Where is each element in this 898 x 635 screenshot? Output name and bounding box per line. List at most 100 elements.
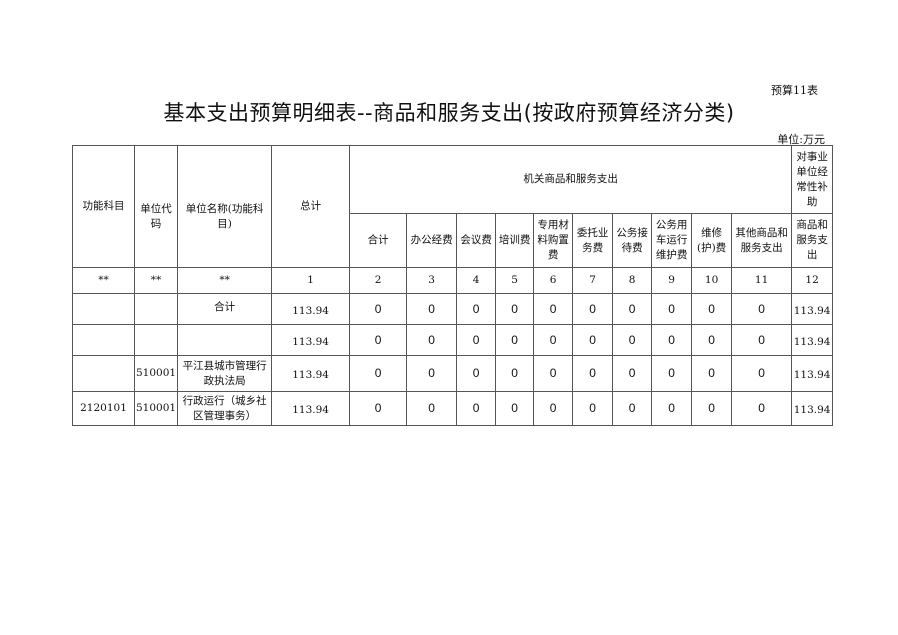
unit-name-cell: 行政运行（城乡社区管理事务） xyxy=(177,391,273,426)
index-cell: 8 xyxy=(612,267,653,294)
value-cell: 0 xyxy=(691,324,733,356)
value-cell: 0 xyxy=(533,324,574,356)
index-cell: 9 xyxy=(651,267,693,294)
func-subject-cell xyxy=(72,324,135,356)
value-cell: 0 xyxy=(572,391,614,426)
value-cell: 0 xyxy=(691,293,733,325)
func-subject-cell: 2120101 xyxy=(72,391,135,426)
subsidy-cell: 113.94 xyxy=(791,391,834,426)
unit-code-cell: 510001 xyxy=(133,391,179,426)
index-cell: 7 xyxy=(572,267,614,294)
header-subcolumn: 公务接待费 xyxy=(612,213,653,268)
header-subcolumn: 其他商品和服务支出 xyxy=(731,213,793,268)
value-cell: 0 xyxy=(572,324,614,356)
value-cell: 0 xyxy=(731,355,793,392)
index-cell: ** xyxy=(177,267,273,294)
value-cell: 0 xyxy=(349,324,408,356)
header-unit-code: 单位代码 xyxy=(133,145,179,268)
index-cell: 11 xyxy=(731,267,793,294)
index-cell: 12 xyxy=(791,267,834,294)
total-cell: 113.94 xyxy=(271,293,351,325)
total-cell: 113.94 xyxy=(271,355,351,392)
value-cell: 0 xyxy=(349,293,408,325)
unit-name-cell: 平江县城市管理行政执法局 xyxy=(177,355,273,392)
value-cell: 0 xyxy=(651,324,693,356)
value-cell: 0 xyxy=(612,355,653,392)
index-cell: 4 xyxy=(456,267,497,294)
index-cell: 3 xyxy=(406,267,458,294)
value-cell: 0 xyxy=(612,293,653,325)
value-cell: 0 xyxy=(651,293,693,325)
header-subcolumn: 会议费 xyxy=(456,213,497,268)
table-row: 113.94 0 0 0 0 0 0 0 0 0 0 113.94 xyxy=(72,324,834,356)
unit-name-cell: 合计 xyxy=(177,293,273,325)
value-cell: 0 xyxy=(731,391,793,426)
value-cell: 0 xyxy=(456,391,497,426)
value-cell: 0 xyxy=(651,355,693,392)
value-cell: 0 xyxy=(731,324,793,356)
header-subcolumn: 办公经费 xyxy=(406,213,458,268)
value-cell: 0 xyxy=(533,293,574,325)
header-subsidy-goods-services: 商品和服务支出 xyxy=(791,213,834,268)
unit-code-cell: 510001 xyxy=(133,355,179,392)
total-cell: 113.94 xyxy=(271,391,351,426)
index-cell: ** xyxy=(72,267,135,294)
value-cell: 0 xyxy=(533,355,574,392)
value-cell: 0 xyxy=(572,293,614,325)
index-cell: 1 xyxy=(271,267,351,294)
value-cell: 0 xyxy=(406,293,458,325)
header-subcolumn: 委托业务费 xyxy=(572,213,614,268)
header-org-goods-services: 机关商品和服务支出 xyxy=(349,145,793,214)
header-unit-name: 单位名称(功能科目) xyxy=(177,145,273,268)
value-cell: 0 xyxy=(495,391,535,426)
index-cell: 10 xyxy=(691,267,733,294)
value-cell: 0 xyxy=(731,293,793,325)
header-subcolumn: 公务用车运行维护费 xyxy=(651,213,693,268)
header-func-subject: 功能科目 xyxy=(72,145,135,268)
subsidy-cell: 113.94 xyxy=(791,355,834,392)
index-cell: 5 xyxy=(495,267,535,294)
value-cell: 0 xyxy=(406,355,458,392)
value-cell: 0 xyxy=(612,324,653,356)
index-cell: ** xyxy=(133,267,179,294)
subsidy-cell: 113.94 xyxy=(791,324,834,356)
value-cell: 0 xyxy=(533,391,574,426)
table-row: 合计 113.94 0 0 0 0 0 0 0 0 0 0 113.94 xyxy=(72,293,834,325)
budget-table: 功能科目 单位代码 单位名称(功能科目) 总计 机关商品和服务支出 对事业单位经… xyxy=(72,145,834,426)
value-cell: 0 xyxy=(456,324,497,356)
header-total: 总计 xyxy=(271,145,351,268)
value-cell: 0 xyxy=(691,355,733,392)
func-subject-cell xyxy=(72,293,135,325)
value-cell: 0 xyxy=(691,391,733,426)
header-subcolumn: 专用材料购置费 xyxy=(533,213,574,268)
total-cell: 113.94 xyxy=(271,324,351,356)
header-subsidy: 对事业单位经常性补助 xyxy=(791,145,834,214)
value-cell: 0 xyxy=(456,355,497,392)
value-cell: 0 xyxy=(456,293,497,325)
header-subcolumn: 维修(护)费 xyxy=(691,213,733,268)
unit-code-cell xyxy=(133,293,179,325)
value-cell: 0 xyxy=(495,293,535,325)
unit-label: 单位:万元 xyxy=(777,133,825,146)
value-cell: 0 xyxy=(349,355,408,392)
unit-name-cell xyxy=(177,324,273,356)
func-subject-cell xyxy=(72,355,135,392)
value-cell: 0 xyxy=(495,355,535,392)
table-row: 510001 平江县城市管理行政执法局 113.94 0 0 0 0 0 0 0 0 0 0 113.94 xyxy=(72,355,834,392)
value-cell: 0 xyxy=(572,355,614,392)
value-cell: 0 xyxy=(406,391,458,426)
unit-code-cell xyxy=(133,324,179,356)
subsidy-cell: 113.94 xyxy=(791,293,834,325)
index-cell: 2 xyxy=(349,267,408,294)
value-cell: 0 xyxy=(612,391,653,426)
table-row: 2120101 510001 行政运行（城乡社区管理事务） 113.94 0 0 0 0 0 0 0… xyxy=(72,391,834,426)
table-number: 预算11表 xyxy=(771,84,818,97)
index-cell: 6 xyxy=(533,267,574,294)
header-subcolumn: 合计 xyxy=(349,213,408,268)
value-cell: 0 xyxy=(406,324,458,356)
header-subcolumn: 培训费 xyxy=(495,213,535,268)
value-cell: 0 xyxy=(349,391,408,426)
page-title: 基本支出预算明细表--商品和服务支出(按政府预算经济分类) xyxy=(163,101,735,125)
value-cell: 0 xyxy=(495,324,535,356)
value-cell: 0 xyxy=(651,391,693,426)
